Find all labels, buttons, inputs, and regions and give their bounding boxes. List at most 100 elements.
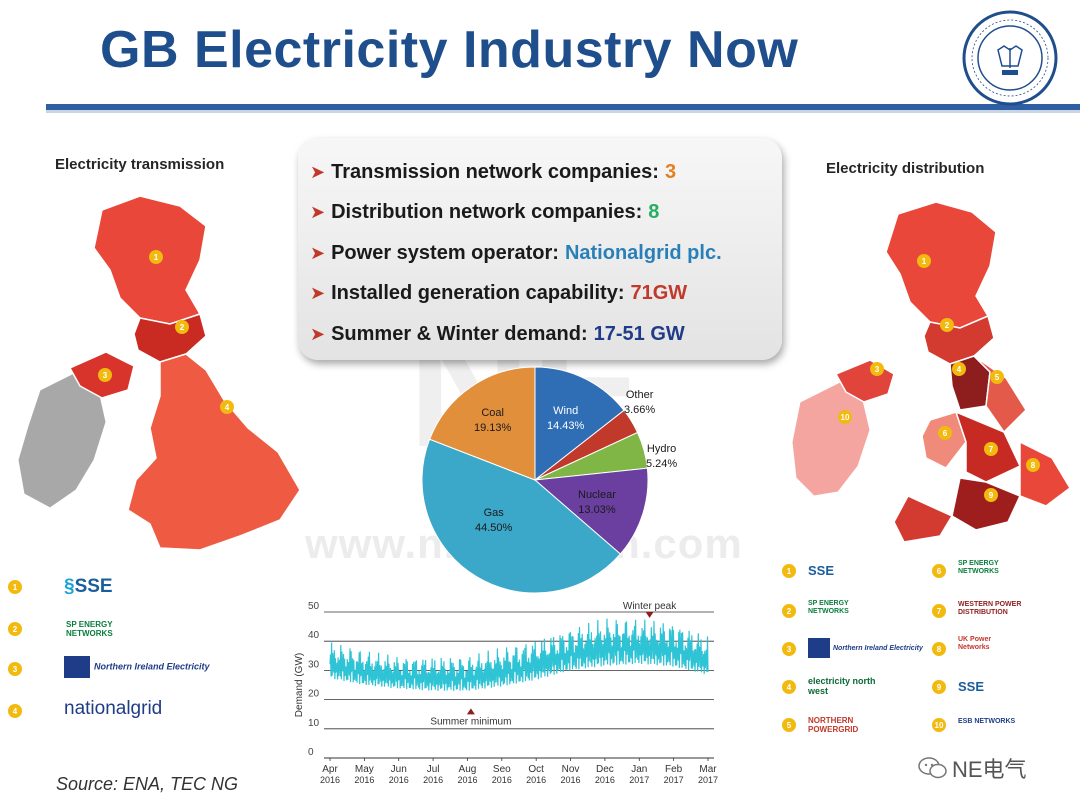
x-tick-label: Jun (391, 764, 407, 775)
fact-row-capability: ➤ Installed generation capability: 71GW (310, 282, 688, 305)
dist-marker-5: 5 (990, 370, 1004, 384)
x-tick-label: Feb (665, 764, 683, 775)
arrow-icon: ➤ (310, 283, 326, 304)
dist-logo-sse-2: SSE (958, 679, 985, 694)
fact-value: 8 (648, 201, 660, 224)
x-tick-label: Jul (427, 764, 440, 775)
title-divider-shadow (46, 110, 1080, 113)
dist-legend-9: 9 (932, 680, 946, 694)
fact-value: 71GW (630, 282, 688, 305)
dist-legend-3: 3 (782, 642, 796, 656)
dist-logo-sse: SSE (808, 563, 835, 578)
map-marker-4: 4 (220, 400, 234, 414)
transmission-legend-4: 4 (8, 704, 22, 718)
dist-marker-7: 7 (984, 442, 998, 456)
transmission-legend-3: 3 (8, 662, 22, 676)
generation-mix-pie-chart: Wind 14.43% Other 3.66% Hydro 5.24% Nuclear… (410, 360, 677, 600)
pie-slice-coal (428, 366, 536, 481)
arrow-icon: ➤ (310, 242, 326, 263)
arrow-icon: ➤ (310, 161, 326, 182)
dist-legend-2: 2 (782, 604, 796, 618)
distribution-label: Electricity distribution (826, 160, 985, 177)
x-tick-label: Oct (528, 764, 544, 775)
map-marker-1: 1 (149, 250, 163, 264)
dist-legend-7: 7 (932, 604, 946, 618)
y-tick-label: 20 (308, 689, 320, 700)
y-axis-label: Demand (GW) (294, 653, 305, 717)
summer-minimum-marker (466, 708, 475, 715)
pie-label-coal: Coal 19.13% (474, 407, 512, 434)
pie-label-hydro: Hydro 5.24% (646, 443, 678, 470)
dist-marker-2: 2 (940, 318, 954, 332)
map-marker-3: 3 (98, 368, 112, 382)
x-tick-label-year: 2016 (423, 775, 443, 785)
transmission-map (17, 195, 301, 551)
x-tick-label: Apr (322, 764, 338, 775)
pie-label-gas: Gas 44.50% (475, 507, 513, 534)
dist-logo-nie: Northern Ireland Electricity (808, 638, 923, 658)
x-tick-label-year: 2016 (595, 775, 615, 785)
fact-row-demand: ➤ Summer & Winter demand: 17-51 GW (310, 322, 685, 345)
dist-legend-5: 5 (782, 718, 796, 732)
dist-logo-esb: ESB NETWORKS (958, 718, 1016, 725)
x-tick-label-year: 2016 (457, 775, 477, 785)
dist-logo-npg: NORTHERN POWERGRID (808, 716, 859, 734)
x-tick-label-year: 2017 (698, 775, 718, 785)
x-tick-label-year: 2017 (664, 775, 684, 785)
wechat-account: NE电气 (918, 752, 1027, 784)
summer-minimum-annotation: Summer minimum (430, 716, 511, 727)
y-tick-label: 30 (308, 659, 320, 670)
dist-legend-6: 6 (932, 564, 946, 578)
pie-label-other: Other 3.66% (624, 389, 656, 416)
arrow-icon: ➤ (310, 202, 326, 223)
x-tick-label-year: 2016 (389, 775, 409, 785)
y-tick-label: 40 (308, 630, 320, 641)
dist-legend-10: 10 (932, 718, 946, 732)
dist-marker-8: 8 (1026, 458, 1040, 472)
arrow-icon: ➤ (310, 323, 326, 344)
fact-value: Nationalgrid plc. (564, 241, 722, 264)
fact-value: 3 (664, 160, 677, 183)
distribution-map (791, 201, 1071, 543)
pie-label-wind: Wind 14.43% (547, 405, 585, 432)
dist-marker-1: 1 (917, 254, 931, 268)
dist-logo-enw: electricity north west (808, 676, 876, 696)
y-tick-label: 50 (308, 601, 320, 612)
winter-peak-annotation: Winter peak (623, 601, 677, 612)
transmission-legend-1: 1 (8, 580, 22, 594)
x-tick-label: Jan (631, 764, 647, 775)
transmission-label: Electricity transmission (55, 156, 225, 173)
x-tick-label-year: 2016 (492, 775, 512, 785)
title-divider (46, 104, 1080, 110)
x-tick-label-year: 2016 (526, 775, 546, 785)
fact-value: 17-51 GW (593, 322, 685, 345)
pie-slice-nuclear (533, 467, 649, 555)
pie-slice-wind (534, 366, 625, 482)
wechat-icon (918, 757, 947, 779)
demand-series-line (329, 618, 709, 691)
pie-svg (421, 366, 649, 594)
fact-row-operator: ➤ Power system operator: Nationalgrid pl… (310, 241, 722, 264)
dist-marker-9: 9 (984, 488, 998, 502)
x-tick-label: Seo (493, 764, 511, 775)
pie-label-nuclear: Nuclear 13.03% (578, 489, 616, 516)
transmission-legend-2: 2 (8, 622, 22, 636)
fact-row-distribution: ➤ Distribution network companies: 8 (310, 201, 660, 224)
x-tick-label: Dec (596, 764, 614, 775)
x-tick-label-year: 2016 (320, 775, 340, 785)
dist-logo-spen-2: SP ENERGY NETWORKS (958, 560, 999, 575)
pie-slice-gas (421, 438, 622, 594)
x-tick-label: May (355, 764, 374, 775)
dist-logo-wpd: WESTERN POWER DISTRIBUTION (958, 601, 1022, 616)
y-tick-label: 0 (308, 747, 314, 758)
key-facts-box: ➤ Transmission network companies: 3 ➤ Di… (298, 138, 782, 360)
dist-marker-4: 4 (952, 362, 966, 376)
winter-peak-marker (645, 611, 654, 618)
x-tick-label-year: 2017 (629, 775, 649, 785)
x-tick-label: Mar (699, 764, 717, 775)
sse-logo: §SSE (64, 576, 113, 597)
dist-legend-8: 8 (932, 642, 946, 656)
fact-row-transmission: ➤ Transmission network companies: 3 (310, 160, 677, 183)
dist-marker-3: 3 (870, 362, 884, 376)
